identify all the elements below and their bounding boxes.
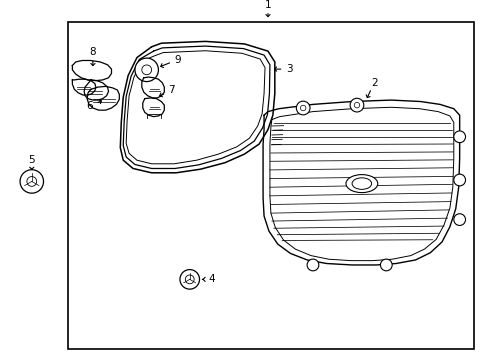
Circle shape — [306, 259, 318, 271]
Circle shape — [185, 275, 194, 284]
Polygon shape — [263, 100, 459, 265]
Circle shape — [353, 102, 359, 108]
Circle shape — [380, 259, 391, 271]
Circle shape — [300, 105, 305, 111]
Text: 6: 6 — [86, 101, 93, 111]
Circle shape — [135, 58, 158, 82]
Ellipse shape — [346, 175, 377, 193]
Circle shape — [349, 98, 363, 112]
Text: 9: 9 — [174, 55, 181, 65]
Text: 4: 4 — [207, 274, 214, 284]
Polygon shape — [142, 98, 164, 117]
Circle shape — [296, 101, 309, 115]
Circle shape — [180, 270, 199, 289]
Polygon shape — [87, 86, 119, 110]
Text: 7: 7 — [168, 85, 175, 95]
Ellipse shape — [351, 178, 371, 189]
Bar — [68, 22, 473, 349]
Circle shape — [142, 65, 151, 75]
Text: 8: 8 — [89, 47, 96, 57]
Polygon shape — [142, 77, 164, 98]
Circle shape — [453, 214, 465, 225]
Polygon shape — [72, 60, 111, 81]
Text: 3: 3 — [285, 64, 292, 74]
Polygon shape — [84, 80, 108, 100]
Circle shape — [453, 131, 465, 143]
Circle shape — [27, 176, 37, 186]
Text: 5: 5 — [28, 154, 35, 165]
Text: 2: 2 — [370, 78, 377, 88]
Text: 1: 1 — [264, 0, 271, 10]
Circle shape — [20, 170, 43, 193]
Circle shape — [453, 174, 465, 186]
Polygon shape — [72, 79, 96, 95]
